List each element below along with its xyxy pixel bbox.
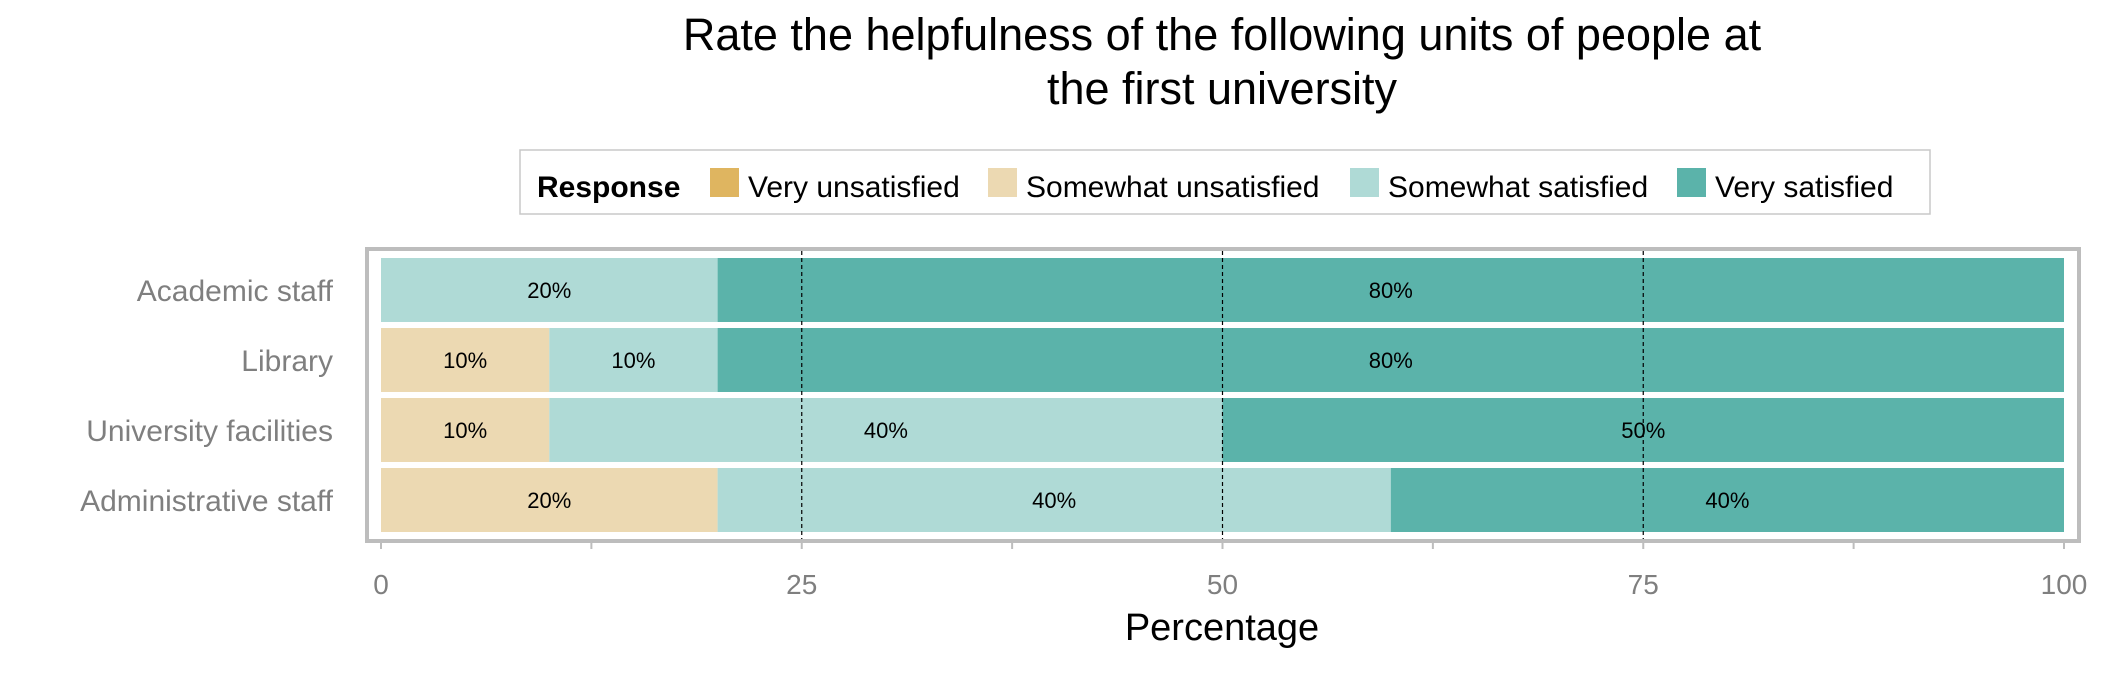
x-tick-label-2: 50: [1207, 569, 1238, 600]
data-label-1-1: 10%: [443, 348, 487, 373]
legend-swatch-3: [1677, 168, 1706, 197]
bar-1-3: [717, 328, 2064, 392]
bar-1-2: [549, 328, 718, 392]
x-axis-title: Percentage: [1125, 607, 1319, 649]
bar-2-2: [549, 398, 1223, 462]
category-label-2: University facilities: [86, 415, 333, 448]
bar-2-1: [381, 398, 550, 462]
legend-swatch-2: [1350, 168, 1379, 197]
data-label-3-3: 40%: [1705, 488, 1749, 513]
category-label-1: Library: [241, 345, 333, 378]
chart-title-line-2: the first university: [1047, 63, 1398, 114]
data-label-2-2: 40%: [864, 418, 908, 443]
legend-swatch-0: [710, 168, 739, 197]
x-tick-label-0: 0: [373, 569, 389, 600]
chart-title-line-1: Rate the helpfulness of the following un…: [683, 9, 1762, 60]
data-label-2-1: 10%: [443, 418, 487, 443]
legend-label-3: Very satisfied: [1715, 171, 1893, 204]
legend-label-0: Very unsatisfied: [748, 171, 960, 204]
data-label-1-2: 10%: [611, 348, 655, 373]
plot-panel: 20% 80% 10% 10% 80% 10% 40% 50% 20% 40% 40% Academ…: [80, 247, 2088, 600]
data-label-0-2: 20%: [527, 278, 571, 303]
bar-0-2: [381, 258, 718, 322]
category-label-0: Academic staff: [137, 275, 334, 308]
bar-3-3: [1390, 468, 2064, 532]
bar-0-3: [717, 258, 2064, 322]
data-label-1-3: 80%: [1369, 348, 1413, 373]
bar-1-1: [381, 328, 550, 392]
x-tick-label-1: 25: [786, 569, 817, 600]
legend-label-1: Somewhat unsatisfied: [1026, 171, 1320, 204]
legend-swatch-1: [988, 168, 1017, 197]
x-tick-label-3: 75: [1628, 569, 1659, 600]
x-tick-label-4: 100: [2041, 569, 2088, 600]
bar-3-1: [381, 468, 718, 532]
legend: Response Very unsatisfied Somewhat unsati…: [519, 149, 1931, 215]
data-label-3-1: 20%: [527, 488, 571, 513]
data-label-2-3: 50%: [1621, 418, 1665, 443]
legend-label-2: Somewhat satisfied: [1388, 171, 1648, 204]
data-label-3-2: 40%: [1032, 488, 1076, 513]
bar-3-2: [717, 468, 1391, 532]
category-label-3: Administrative staff: [80, 485, 334, 518]
data-label-0-3: 80%: [1369, 278, 1413, 303]
legend-title: Response: [537, 171, 680, 204]
